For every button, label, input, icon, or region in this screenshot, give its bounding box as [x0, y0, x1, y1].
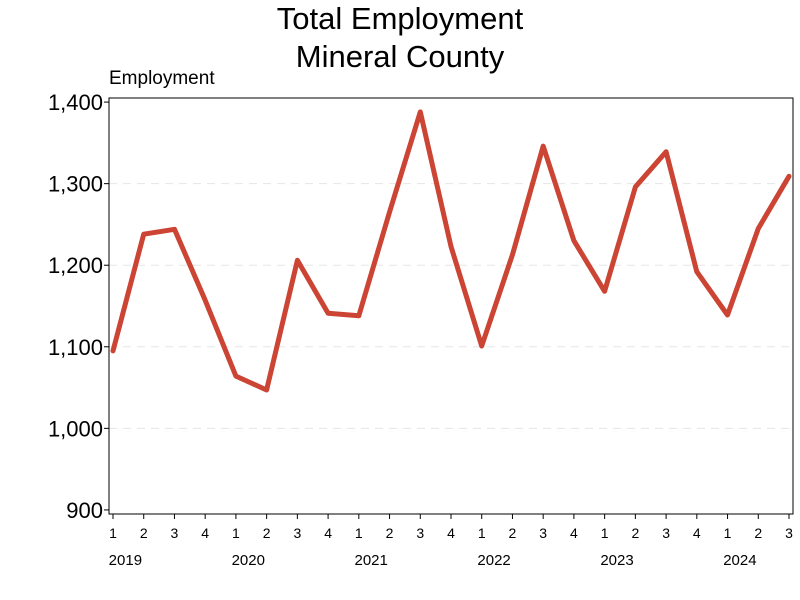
- x-tick-label: 1: [109, 525, 117, 541]
- year-label: 2020: [232, 552, 265, 569]
- x-tick-label: 3: [171, 525, 179, 541]
- x-axis-ticks: 1 2 3 4 1 2 3 4 1 2 3 4 1 2 3 4 1 2 3 4 1 2 3: [109, 514, 793, 541]
- y-tick-label: 1,300: [48, 172, 103, 197]
- x-tick-label: 1: [478, 525, 486, 541]
- x-tick-label: 3: [662, 525, 670, 541]
- x-tick-label: 1: [724, 525, 732, 541]
- chart-subtitle: Mineral County: [295, 39, 505, 74]
- chart-title: Total Employment: [276, 1, 524, 36]
- data-point: [571, 238, 576, 243]
- data-point: [756, 226, 761, 231]
- x-tick-label: 2: [263, 525, 271, 541]
- data-point: [111, 348, 115, 353]
- data-point: [694, 269, 699, 274]
- x-tick-label: 4: [447, 525, 455, 541]
- x-tick-label: 2: [754, 525, 762, 541]
- year-label: 2024: [723, 552, 756, 569]
- x-tick-label: 2: [140, 525, 148, 541]
- x-tick-label: 4: [324, 525, 332, 541]
- x-tick-label: 3: [416, 525, 424, 541]
- data-point: [541, 144, 546, 149]
- data-point: [510, 252, 515, 257]
- data-point: [418, 109, 423, 114]
- data-point: [664, 149, 669, 154]
- data-point: [141, 232, 146, 237]
- series-line: [110, 109, 792, 393]
- x-tick-label: 2: [386, 525, 394, 541]
- data-point: [326, 311, 331, 316]
- x-tick-label: 3: [539, 525, 547, 541]
- x-tick-label: 4: [201, 525, 209, 541]
- y-tick-label: 1,000: [48, 416, 103, 441]
- data-point: [633, 184, 638, 189]
- x-tick-label: 1: [601, 525, 609, 541]
- y-tick-label: 1,400: [48, 90, 103, 115]
- data-point: [387, 210, 392, 215]
- data-point: [725, 312, 730, 317]
- data-point: [172, 227, 177, 232]
- year-label: 2021: [354, 552, 387, 569]
- data-point: [264, 388, 269, 393]
- y-tick-label: 1,200: [48, 253, 103, 278]
- x-axis-years: 2019 2020 2021 2022 2023 2024: [109, 552, 757, 569]
- data-point: [233, 374, 238, 379]
- data-point: [203, 298, 208, 303]
- x-tick-label: 3: [785, 525, 793, 541]
- x-tick-label: 4: [693, 525, 701, 541]
- x-tick-label: 1: [355, 525, 363, 541]
- year-label: 2019: [109, 552, 142, 569]
- gridlines: [109, 183, 793, 429]
- data-point: [479, 343, 484, 348]
- y-axis-ticks: 900 1,000 1,100 1,200 1,300 1,400: [48, 90, 109, 523]
- y-tick-label: 1,100: [48, 335, 103, 360]
- x-tick-label: 3: [293, 525, 301, 541]
- year-label: 2023: [600, 552, 633, 569]
- y-axis-label: Employment: [109, 68, 215, 89]
- data-point: [787, 174, 791, 179]
- data-point: [602, 289, 607, 294]
- data-point: [295, 258, 300, 263]
- y-tick-label: 900: [66, 498, 103, 523]
- x-tick-label: 4: [570, 525, 578, 541]
- plot-area-frame: [108, 97, 794, 515]
- x-tick-label: 2: [631, 525, 639, 541]
- x-tick-label: 2: [509, 525, 517, 541]
- employment-series: [110, 109, 792, 393]
- data-point: [449, 244, 453, 249]
- year-label: 2022: [477, 552, 510, 569]
- x-tick-label: 1: [232, 525, 240, 541]
- data-point: [356, 313, 361, 318]
